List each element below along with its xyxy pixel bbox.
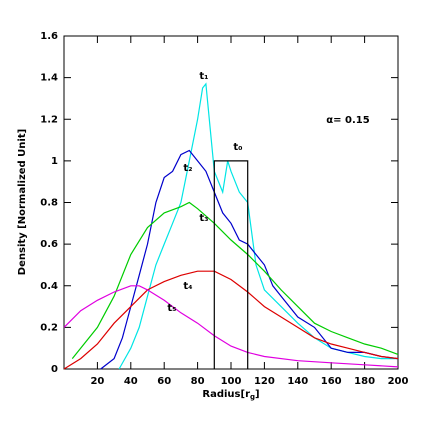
series-label: t₂	[183, 163, 192, 174]
series-line	[100, 149, 399, 370]
x-axis-label: Radius[rg]	[202, 389, 259, 401]
y-tick-label: 0.2	[40, 322, 58, 333]
x-tick-label: 200	[388, 376, 409, 387]
series-line	[118, 82, 398, 370]
y-tick-label: 1.2	[40, 114, 58, 125]
x-tick-label: 20	[90, 376, 104, 387]
x-tick-label: 80	[191, 376, 205, 387]
y-tick-label: 1.4	[40, 73, 58, 84]
y-tick-label: 0.8	[40, 198, 58, 209]
series-line	[63, 285, 399, 368]
x-tick-label: 140	[287, 376, 308, 387]
y-tick-label: 1.6	[40, 31, 58, 42]
x-label-part: ]	[255, 389, 260, 400]
y-axis-label: Density [Normalized Unit]	[17, 129, 28, 275]
series-label: t₁	[199, 71, 208, 82]
series-line	[63, 270, 399, 370]
series-line	[71, 201, 399, 359]
y-tick-label: 1	[51, 156, 58, 167]
series-label: t₀	[233, 142, 242, 153]
y-tick-label: 0	[51, 364, 58, 375]
y-tick-label: 0.4	[40, 281, 58, 292]
series-label: t₅	[167, 303, 176, 314]
series-line	[213, 160, 249, 369]
x-tick-label: 180	[354, 376, 375, 387]
x-label-sub: g	[250, 393, 255, 401]
x-label-part: Radius[r	[202, 389, 250, 400]
x-tick-label: 40	[124, 376, 138, 387]
y-tick-label: 0.6	[40, 239, 58, 250]
x-tick-label: 60	[157, 376, 171, 387]
series-label: t₃	[199, 213, 208, 224]
series-label: t₄	[183, 281, 192, 292]
x-tick-label: 120	[254, 376, 275, 387]
annotation: α= 0.15	[326, 115, 369, 126]
plot-frame	[63, 35, 399, 370]
x-tick-label: 100	[221, 376, 242, 387]
x-tick-label: 160	[321, 376, 342, 387]
